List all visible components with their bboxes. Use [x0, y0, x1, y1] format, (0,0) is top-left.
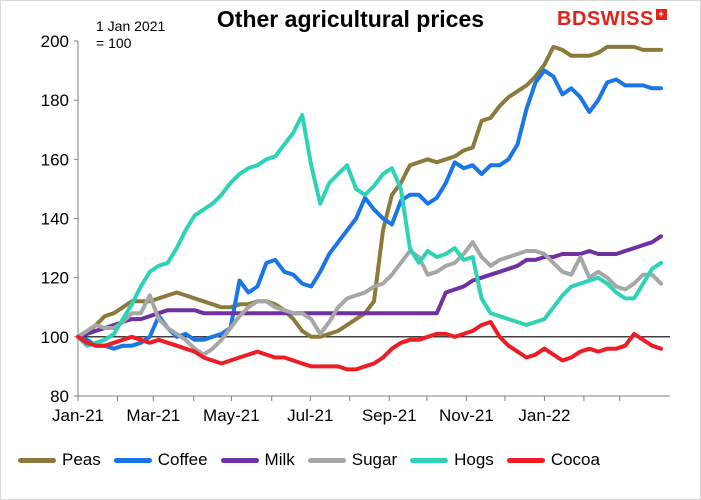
index-note: 1 Jan 2021 = 100 [96, 18, 165, 52]
x-tick-label: May-21 [203, 406, 260, 425]
series-line-sugar [76, 240, 663, 357]
y-tick-label: 120 [41, 269, 69, 288]
x-tick-label: Mar-21 [126, 406, 180, 425]
series-line-milk [76, 234, 663, 339]
y-tick-label: 160 [41, 150, 69, 169]
series-line-cocoa [76, 320, 663, 372]
legend-swatch [220, 457, 259, 463]
x-tick-label: Jan-22 [518, 406, 570, 425]
legend-item-peas: Peas [18, 450, 101, 470]
series-line-peas [76, 44, 663, 339]
legend-label: Sugar [351, 450, 398, 469]
x-tick-label: Sep-21 [362, 406, 417, 425]
brand-logo: BDSWISS + [557, 8, 667, 31]
legend-swatch [113, 457, 152, 463]
legend-label: Peas [62, 450, 101, 469]
y-tick-label: 200 [41, 32, 69, 51]
legend-item-sugar: Sugar [307, 450, 398, 470]
legend-swatch [307, 457, 346, 463]
legend-item-hogs: Hogs [410, 450, 494, 470]
y-tick-label: 100 [41, 328, 69, 347]
legend-label: Hogs [454, 450, 494, 469]
legend-item-milk: Milk [220, 450, 295, 470]
brand-logo-badge: + [655, 9, 667, 20]
series-line-coffee [76, 68, 663, 351]
legend-swatch [506, 457, 545, 463]
brand-logo-text: BDSWISS [557, 8, 654, 30]
series-line-hogs [76, 113, 663, 348]
y-tick-label: 140 [41, 210, 69, 229]
legend-swatch [18, 457, 56, 463]
chart-title: Other agricultural prices [216, 6, 485, 32]
y-tick-label: 80 [50, 387, 69, 406]
legend-label: Milk [264, 450, 295, 469]
legend-label: Cocoa [550, 450, 600, 469]
y-tick-label: 180 [41, 91, 69, 110]
x-tick-label: Jan-21 [52, 406, 104, 425]
legend-item-coffee: Coffee [113, 450, 208, 470]
x-tick-label: Jul-21 [287, 406, 333, 425]
x-tick-label: Nov-21 [439, 406, 494, 425]
index-note-line1: 1 Jan 2021 [96, 18, 166, 34]
legend-swatch [410, 457, 449, 463]
index-note-line2: = 100 [96, 35, 132, 51]
legend-item-cocoa: Cocoa [506, 450, 600, 470]
legend-label: Coffee [157, 450, 208, 469]
chart-legend: Peas Coffee Milk Sugar Hogs Cocoa [18, 450, 698, 470]
